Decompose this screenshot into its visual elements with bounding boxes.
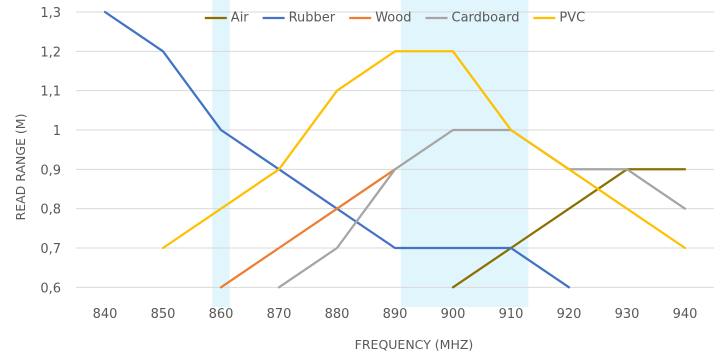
legend-item-pvc: PVC bbox=[533, 11, 585, 26]
x-tick-label: 840 bbox=[93, 307, 118, 322]
x-axis-title: FREQUENCY (MHZ) bbox=[355, 337, 474, 352]
y-tick-label: 0,7 bbox=[40, 242, 61, 257]
series-line-cardboard bbox=[277, 128, 687, 289]
series-line-pvc bbox=[161, 50, 687, 250]
x-tick-label: 870 bbox=[267, 307, 292, 322]
legend-label: Cardboard bbox=[452, 11, 520, 26]
x-tick-label: 850 bbox=[151, 307, 176, 322]
x-tick-label: 910 bbox=[499, 307, 524, 322]
legend: Air Rubber Wood Cardboard PVC bbox=[204, 11, 585, 26]
series-lines bbox=[103, 10, 687, 289]
x-tick-label: 890 bbox=[383, 307, 408, 322]
series-line-wood bbox=[219, 168, 397, 289]
y-tick-label: 1,2 bbox=[40, 45, 61, 60]
legend-label: Air bbox=[231, 11, 250, 26]
legend-label: Wood bbox=[375, 11, 411, 26]
y-tick-label: 1 bbox=[53, 124, 61, 139]
y-axis-title: READ RANGE (M) bbox=[13, 114, 28, 221]
x-tick-label: 940 bbox=[673, 307, 698, 322]
y-tick-label: 1,1 bbox=[40, 85, 61, 100]
x-tick-label: 900 bbox=[441, 307, 466, 322]
legend-item-air: Air bbox=[204, 11, 250, 26]
x-tick-label: 920 bbox=[557, 307, 582, 322]
gridlines bbox=[76, 11, 714, 288]
y-axis-ticks: 0,6 0,7 0,8 0,9 1 1,1 1,2 1,3 bbox=[40, 6, 61, 296]
legend-item-wood: Wood bbox=[349, 11, 411, 26]
series-line-air bbox=[451, 168, 687, 289]
y-tick-label: 1,3 bbox=[40, 6, 61, 21]
legend-item-cardboard: Cardboard bbox=[425, 11, 520, 26]
x-axis-ticks: 840 850 860 870 880 890 900 910 920 930 940 bbox=[93, 307, 698, 322]
y-tick-label: 0,8 bbox=[40, 203, 61, 218]
y-tick-label: 0,9 bbox=[40, 163, 61, 178]
x-tick-label: 860 bbox=[209, 307, 234, 322]
y-tick-label: 0,6 bbox=[40, 281, 61, 296]
legend-label: PVC bbox=[559, 11, 585, 26]
x-tick-label: 880 bbox=[325, 307, 350, 322]
highlight-band-1 bbox=[212, 0, 230, 307]
legend-item-rubber: Rubber bbox=[262, 11, 336, 26]
x-tick-label: 930 bbox=[615, 307, 640, 322]
legend-label: Rubber bbox=[289, 11, 336, 26]
